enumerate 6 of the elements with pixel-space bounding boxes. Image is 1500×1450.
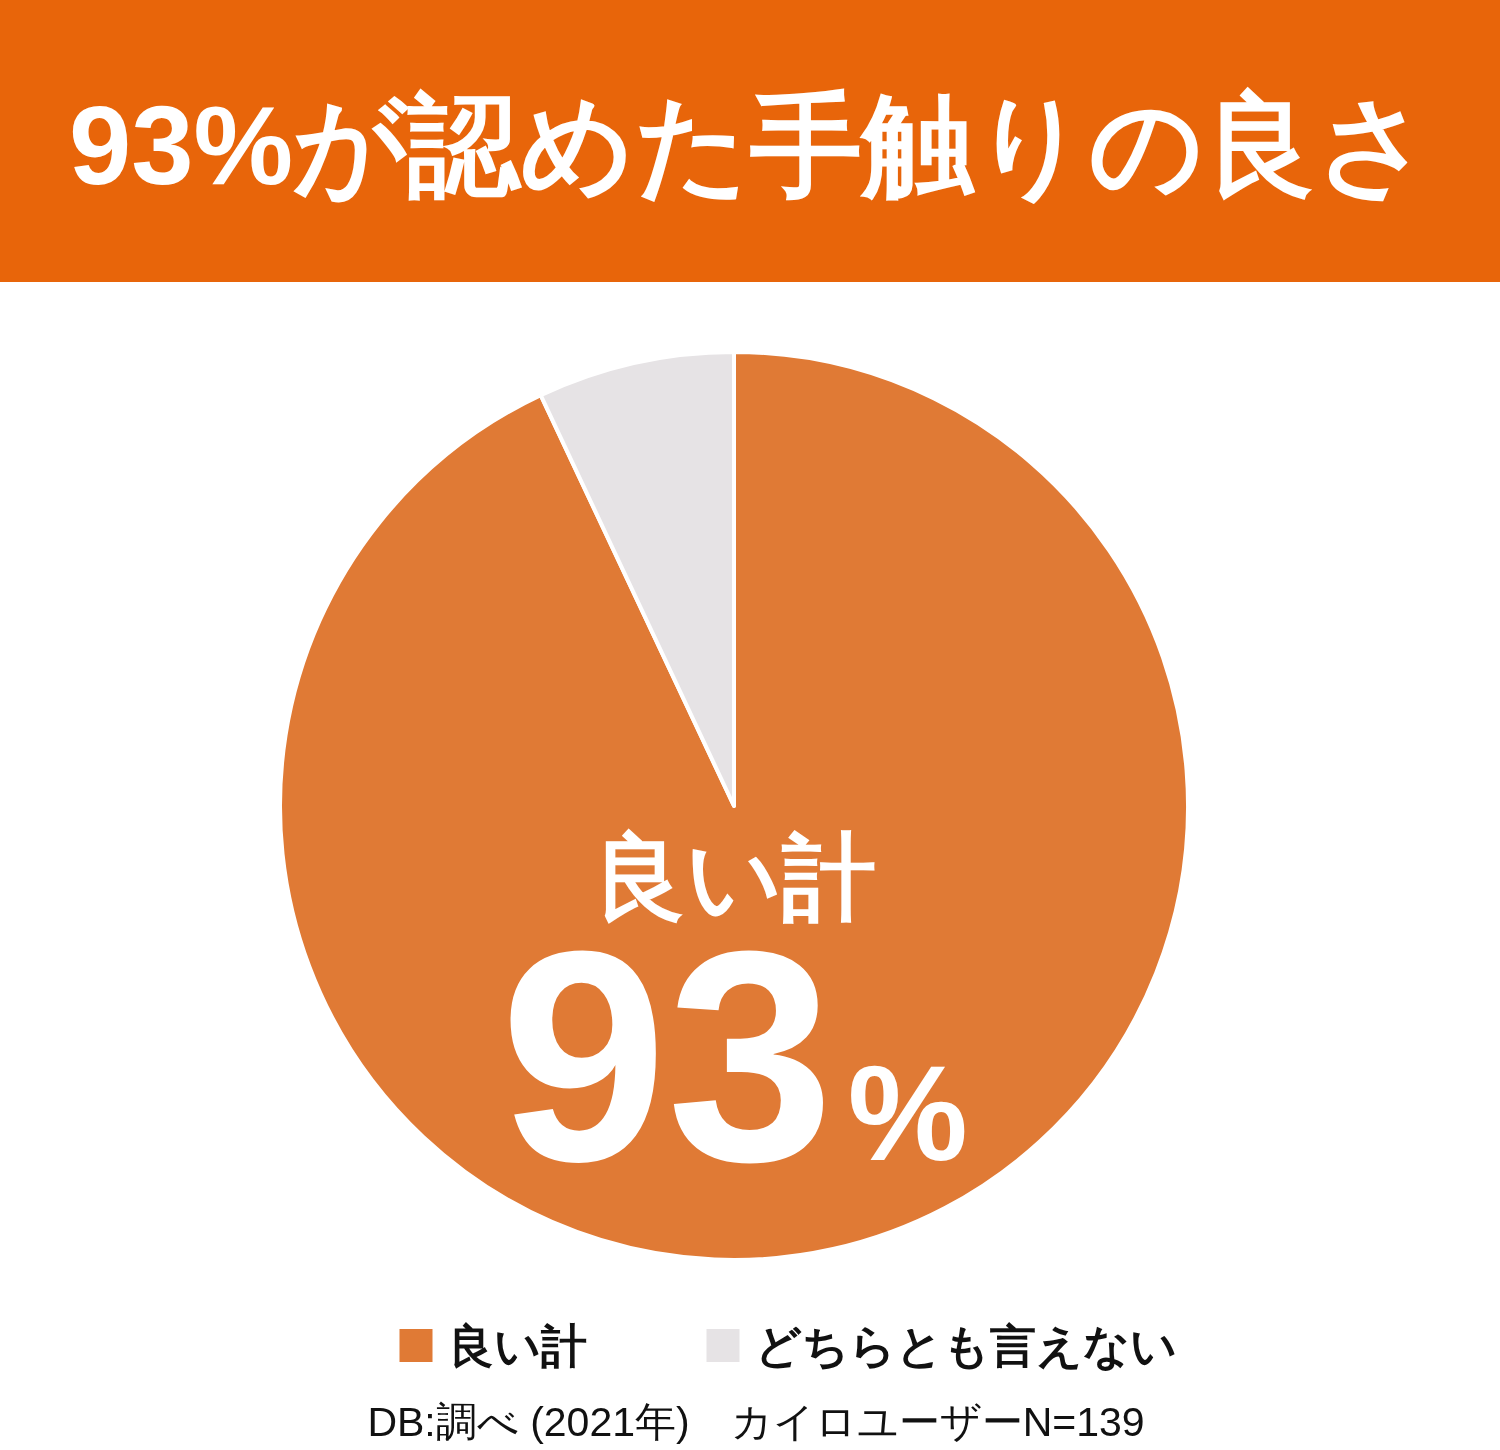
title: 93%が認めた手触りの良さ	[0, 0, 1500, 282]
chart-title: 93%が認めた手触りの良さ	[68, 83, 1432, 208]
text: DB:調べ (2021年) カイロユーザーN=139	[367, 1399, 1145, 1445]
legend-label: 良い計	[447, 1320, 587, 1372]
legend-label: どちらとも言えない	[754, 1320, 1177, 1372]
data-label: 良い計 93%	[500, 825, 968, 1225]
